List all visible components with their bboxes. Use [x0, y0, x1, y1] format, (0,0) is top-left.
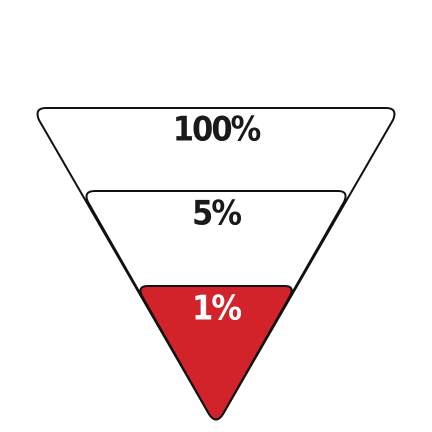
- funnel-level-2-label: 5%: [192, 194, 241, 234]
- funnel-level-1-label: 100%: [173, 110, 261, 150]
- funnel-level-3-label: 1%: [192, 289, 241, 329]
- funnel-level-3-shape: [139, 285, 293, 421]
